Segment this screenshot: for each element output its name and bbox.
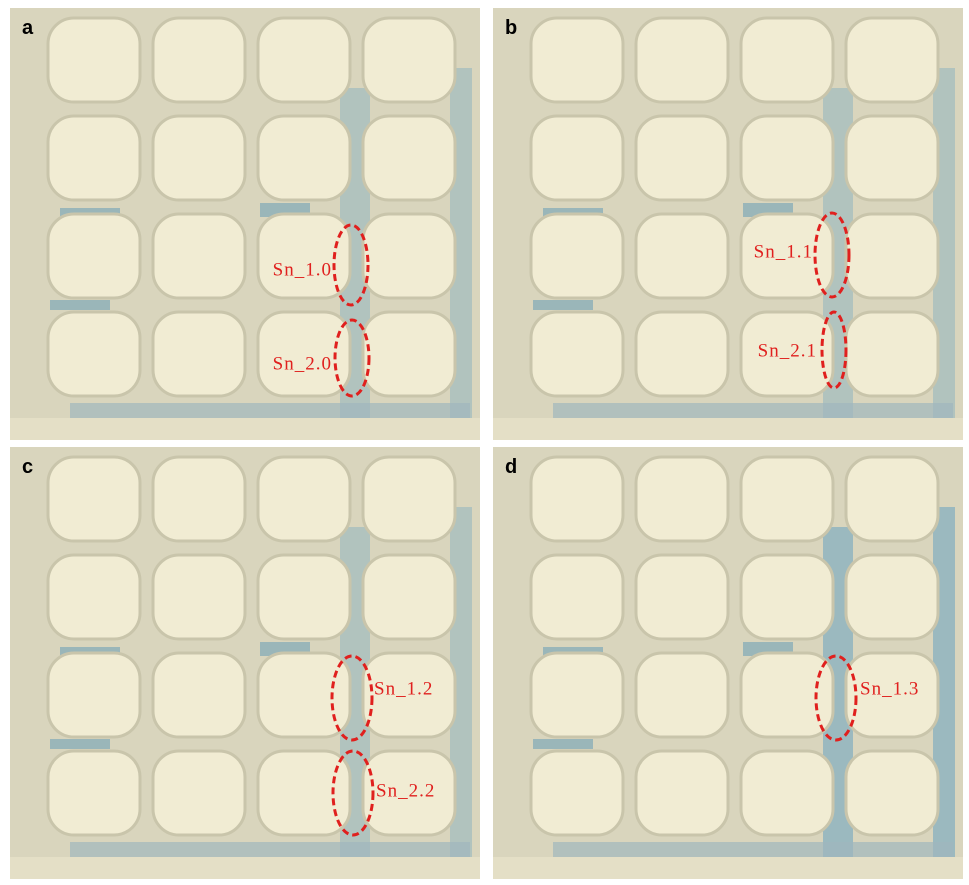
pad xyxy=(48,751,140,835)
pad xyxy=(636,653,728,737)
pad xyxy=(636,312,728,396)
pad xyxy=(153,555,245,639)
pad xyxy=(636,116,728,200)
pad xyxy=(48,555,140,639)
pad xyxy=(153,116,245,200)
pad xyxy=(846,18,938,102)
channel xyxy=(50,739,110,749)
pad xyxy=(363,18,455,102)
pad xyxy=(258,751,350,835)
annotation: Sn_2.2 xyxy=(376,780,435,801)
pad xyxy=(153,312,245,396)
pad xyxy=(636,214,728,298)
pad xyxy=(636,555,728,639)
pad xyxy=(363,116,455,200)
pad xyxy=(363,214,455,298)
pad xyxy=(531,312,623,396)
pad xyxy=(636,18,728,102)
pad xyxy=(153,751,245,835)
pad xyxy=(846,214,938,298)
pad xyxy=(363,457,455,541)
pad xyxy=(531,555,623,639)
pad xyxy=(531,751,623,835)
figure: a Sn_1.0 Sn_2.0 b Sn_1.1 Sn_2.1c Sn_1.2 Sn_2.2 d… xyxy=(0,0,969,885)
pad xyxy=(741,555,833,639)
pad xyxy=(153,457,245,541)
annotation: Sn_1.3 xyxy=(860,678,919,699)
micrograph-panel: b Sn_1.1 Sn_2.1 xyxy=(493,8,963,440)
pad xyxy=(48,18,140,102)
bottom-strip xyxy=(493,857,963,879)
micrograph-panel: a Sn_1.0 Sn_2.0 xyxy=(10,8,480,440)
bottom-strip xyxy=(493,418,963,440)
pad xyxy=(531,18,623,102)
pad xyxy=(153,18,245,102)
pad xyxy=(48,214,140,298)
annotation: Sn_1.0 xyxy=(273,259,332,280)
pad xyxy=(363,555,455,639)
pad xyxy=(258,116,350,200)
channel xyxy=(533,300,593,310)
pad xyxy=(153,653,245,737)
annotation: Sn_2.0 xyxy=(273,353,332,374)
pad xyxy=(636,457,728,541)
pad xyxy=(363,312,455,396)
micrograph-panel: c Sn_1.2 Sn_2.2 xyxy=(10,447,480,879)
panel-label: b xyxy=(505,17,517,39)
pad xyxy=(258,457,350,541)
pad xyxy=(846,555,938,639)
micrograph-panel: d Sn_1.3 xyxy=(493,447,963,879)
annotation: Sn_2.1 xyxy=(758,340,817,361)
pad xyxy=(531,653,623,737)
bottom-strip xyxy=(10,418,480,440)
pad xyxy=(846,457,938,541)
pad xyxy=(258,653,350,737)
pad xyxy=(48,116,140,200)
annotation: Sn_1.1 xyxy=(754,241,813,262)
bottom-strip xyxy=(10,857,480,879)
channel xyxy=(50,300,110,310)
channel xyxy=(533,739,593,749)
pad xyxy=(258,555,350,639)
pad xyxy=(531,457,623,541)
pad xyxy=(48,457,140,541)
pad xyxy=(531,214,623,298)
pad xyxy=(741,653,833,737)
panel-label: c xyxy=(22,456,33,478)
pad xyxy=(153,214,245,298)
pad xyxy=(48,312,140,396)
pad xyxy=(846,116,938,200)
pad xyxy=(741,751,833,835)
pad xyxy=(531,116,623,200)
pad xyxy=(48,653,140,737)
pad xyxy=(741,457,833,541)
annotation: Sn_1.2 xyxy=(374,678,433,699)
pad xyxy=(846,751,938,835)
pad xyxy=(741,116,833,200)
panel-label: d xyxy=(505,456,517,478)
pad xyxy=(636,751,728,835)
panel-label: a xyxy=(22,17,34,39)
pad xyxy=(846,312,938,396)
pad xyxy=(258,18,350,102)
pad xyxy=(741,18,833,102)
